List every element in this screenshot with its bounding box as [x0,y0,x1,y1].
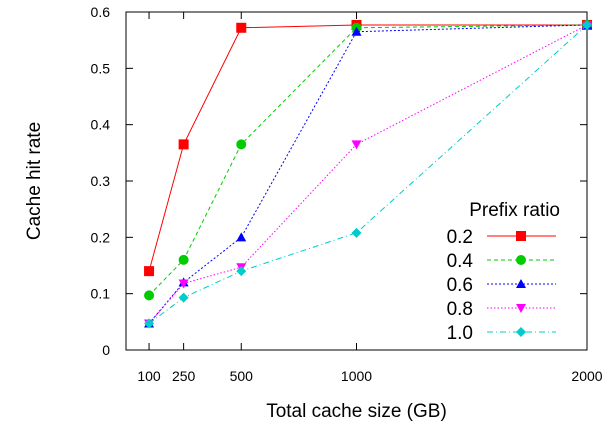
x-tick-label: 1000 [341,368,372,384]
y-tick-label: 0.6 [91,4,111,20]
series-0-6 [144,19,592,328]
y-tick-label: 0.1 [91,286,111,302]
legend-label: 0.4 [447,251,474,272]
y-tick-label: 0 [102,342,110,358]
axes: 0 0.1 0.2 0.3 0.4 0.5 0.6 100 250 500 1000 2000 [91,4,603,384]
data-point [351,227,362,238]
legend-marker [516,279,526,288]
legend-marker [516,327,526,337]
data-point [236,266,247,277]
legend-marker [516,255,526,265]
data-point [144,318,155,329]
data-point [178,254,189,265]
y-tick-label: 0.5 [91,60,111,76]
x-tick-label: 250 [172,368,196,384]
data-point [236,232,247,242]
series-line [148,24,588,324]
legend-marker [516,304,526,313]
legend-label: 0.2 [447,227,473,248]
series-layer [144,19,592,329]
y-tick-label: 0.3 [91,173,111,189]
x-tick-label: 2000 [571,368,602,384]
series-line [148,24,588,324]
legend: Prefix ratio 0.2 0.4 0.6 0.8 1.0 [447,200,560,344]
y-tick-label: 0.4 [91,117,111,133]
legend-label: 0.8 [447,299,473,320]
series-0-8 [144,20,592,329]
data-point [236,22,247,33]
data-point [178,279,189,289]
data-point [178,139,189,150]
y-tick-label: 0.2 [91,229,111,245]
legend-label: 0.6 [447,275,473,296]
legend-title: Prefix ratio [469,200,560,221]
data-point [582,19,592,30]
data-point [351,26,362,36]
data-point [144,266,155,277]
y-axis-title: Cache hit rate [24,122,45,240]
legend-marker [516,231,526,241]
data-point [351,140,362,150]
legend-label: 1.0 [447,323,473,344]
x-tick-label: 500 [230,368,254,384]
data-point [178,292,189,303]
x-tick-label: 100 [137,368,161,384]
x-axis-title: Total cache size (GB) [266,401,447,422]
series-line [148,24,588,324]
data-point [144,290,155,301]
plot-frame [125,11,588,351]
data-point [236,139,247,150]
series-1-0 [144,19,592,329]
series-line [148,24,588,296]
